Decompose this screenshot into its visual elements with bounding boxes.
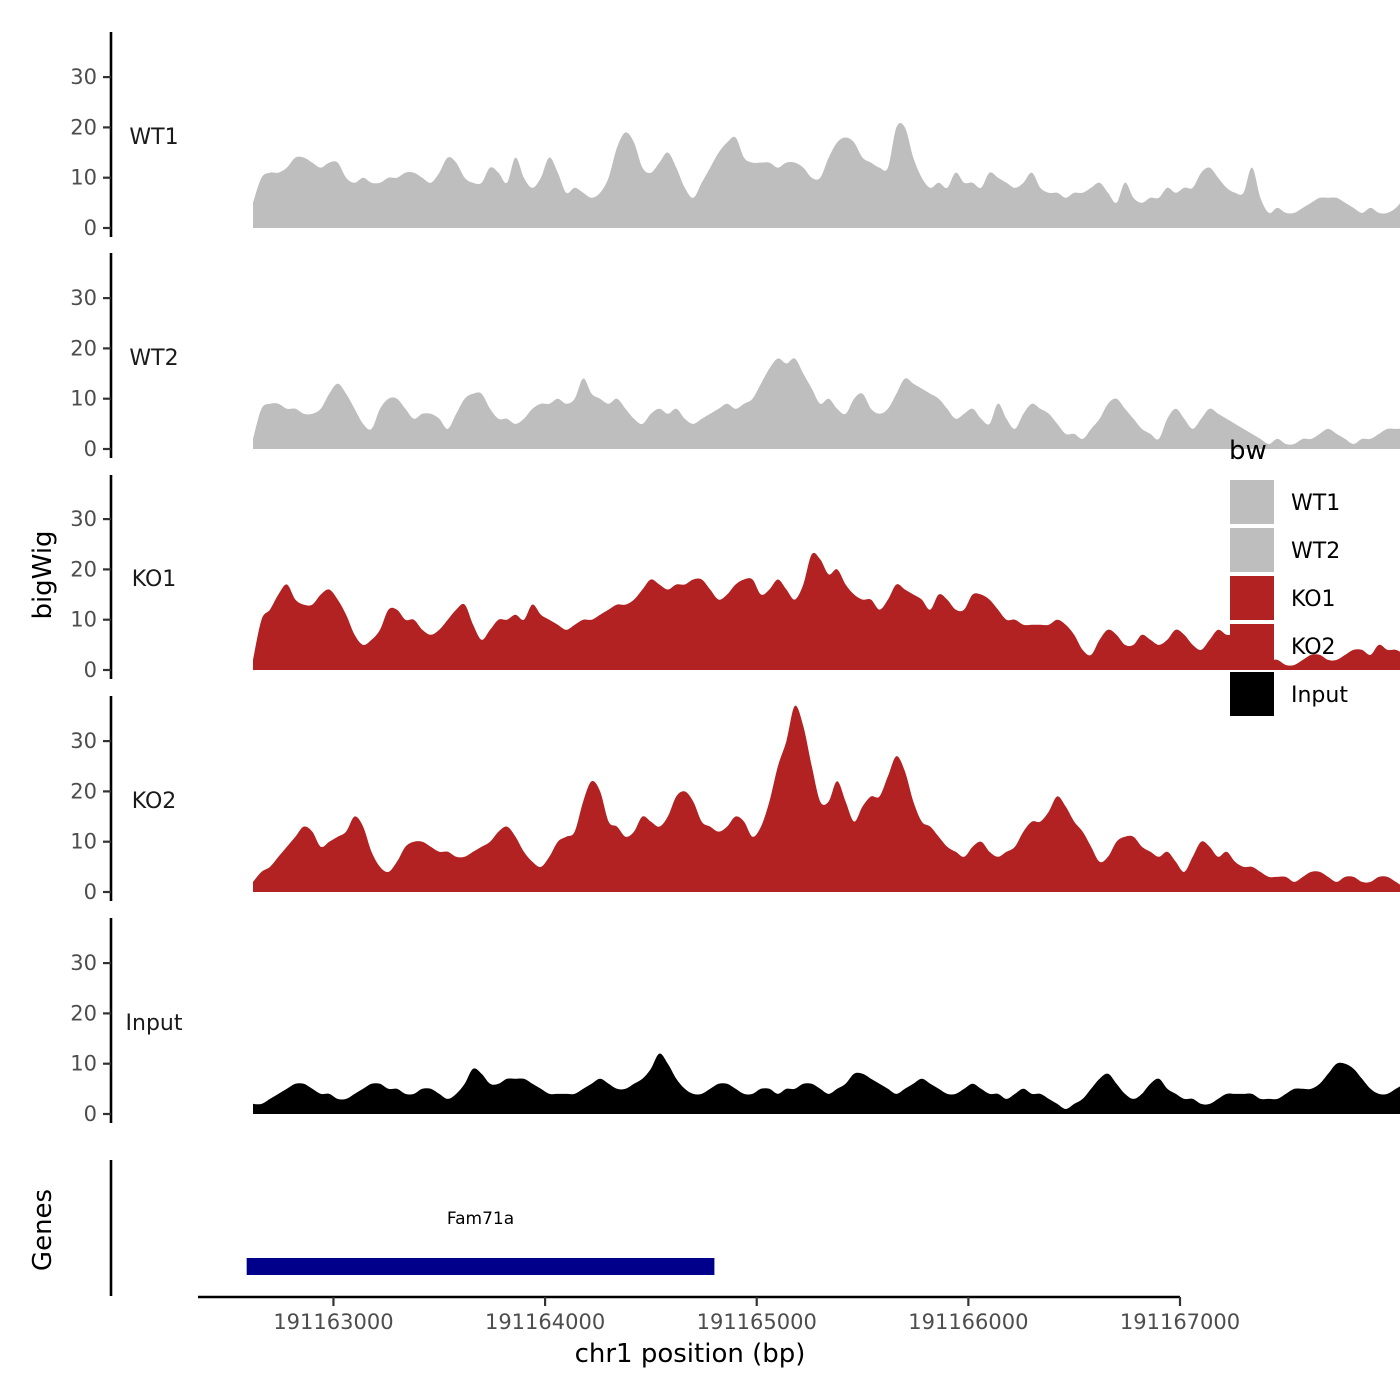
legend-label-wt2: WT2 [1291,539,1340,564]
y-tick-label-wt1-20: 20 [70,115,97,139]
y-tick-label-ko2-0: 0 [84,880,97,904]
track-ko2: 0 10 20 30 KO2 [70,696,1400,904]
y-tick-label-wt1-30: 30 [70,65,97,89]
y-tick-label-wt1-10: 10 [70,166,97,190]
area-ko1 [253,552,1400,670]
area-wt1 [253,123,1400,228]
y-tick-label-wt2-0: 0 [84,437,97,461]
legend-swatch-input [1230,672,1274,716]
x-axis-title: chr1 position (bp) [575,1339,806,1369]
y-tick-label-ko1-20: 20 [70,557,97,581]
legend-swatch-ko1 [1230,576,1274,620]
x-tick-label-0: 191163000 [273,1310,393,1334]
x-tick-label-4: 191167000 [1120,1310,1240,1334]
y-tick-label-ko2-10: 10 [70,830,97,854]
legend-swatch-ko2 [1230,624,1274,668]
legend-title: bw [1229,436,1267,466]
x-axis: chr1 position (bp) 191163000 191164000 191… [198,1295,1240,1369]
track-input: 0 10 20 30 Input [70,918,1400,1126]
y-tick-label-ko2-30: 30 [70,729,97,753]
genes-axis-title: Genes [28,1189,58,1271]
track-label-wt1: WT1 [129,125,178,150]
track-label-ko2: KO2 [132,789,177,814]
x-tick-label-3: 191166000 [908,1310,1028,1334]
legend-label-ko2: KO2 [1291,635,1336,660]
gene-track: Genes Fam71a [28,1160,715,1296]
track-wt2: 0 10 20 30 WT2 [70,253,1400,461]
legend: bw WT1 WT2 KO1 KO2 Input [1229,436,1348,716]
y-axis-title: bigWig [28,530,58,619]
area-input [253,1053,1400,1114]
y-tick-label-wt1-0: 0 [84,216,97,240]
y-tick-label-input-0: 0 [84,1102,97,1126]
y-tick-label-wt2-20: 20 [70,336,97,360]
track-label-wt2: WT2 [129,346,178,371]
y-tick-label-ko2-20: 20 [70,779,97,803]
y-tick-label-input-20: 20 [70,1001,97,1025]
y-tick-label-ko1-10: 10 [70,608,97,632]
y-tick-label-input-10: 10 [70,1052,97,1076]
y-tick-label-wt2-30: 30 [70,286,97,310]
legend-swatch-wt2 [1230,528,1274,572]
legend-label-wt1: WT1 [1291,491,1340,516]
x-tick-label-1: 191164000 [485,1310,605,1334]
x-tick-label-2: 191165000 [697,1310,817,1334]
gene-fam71a [246,1258,715,1275]
signal-tracks: 0 10 20 30 WT1 0 10 20 30 WT2 0 10 20 30 KO1 0 10 20 30 KO2… [70,32,1400,1126]
y-tick-label-wt2-10: 10 [70,387,97,411]
y-tick-label-ko1-0: 0 [84,658,97,682]
track-ko1: 0 10 20 30 KO1 [70,475,1400,682]
area-wt2 [253,358,1400,449]
track-wt1: 0 10 20 30 WT1 [70,32,1400,240]
y-tick-label-input-30: 30 [70,951,97,975]
legend-swatch-wt1 [1230,480,1274,524]
legend-label-input: Input [1291,683,1348,708]
area-ko2 [253,705,1400,892]
track-label-ko1: KO1 [132,567,177,592]
legend-label-ko1: KO1 [1291,587,1336,612]
y-tick-label-ko1-30: 30 [70,507,97,531]
track-label-input: Input [126,1011,183,1036]
gene-label-fam71a: Fam71a [447,1209,514,1229]
